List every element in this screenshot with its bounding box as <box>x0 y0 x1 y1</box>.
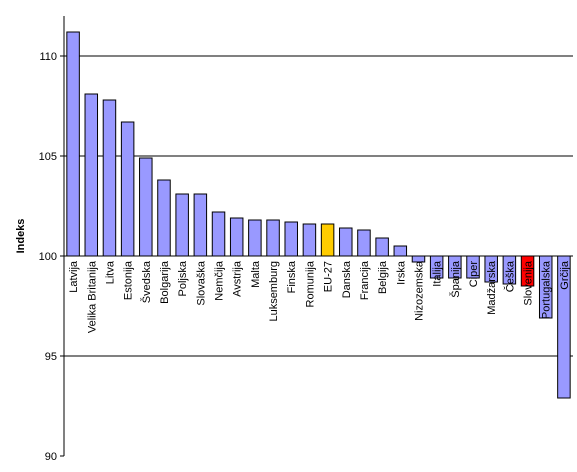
y-tick-label-110: 110 <box>39 51 57 63</box>
category-label-10: Avstrija <box>232 260 244 297</box>
category-labels: Latvija Velika Britanija Litva Estonija Šved… <box>68 260 571 333</box>
bar-6 <box>157 179 171 257</box>
y-tick-label-95: 95 <box>45 351 57 363</box>
bar-8 <box>193 193 208 257</box>
axes <box>60 16 573 457</box>
category-label-14: Romunija <box>304 260 316 307</box>
category-label-2: Velika Britanija <box>86 260 98 333</box>
category-label-16: Danska <box>341 260 353 298</box>
bar-3 <box>102 99 117 257</box>
category-label-9: Nemčija <box>214 260 226 301</box>
bars <box>66 31 571 399</box>
category-label-24: Madžarska <box>486 260 498 315</box>
y-tick-labels: 90 95 100 105 110 <box>39 51 57 463</box>
category-label-3: Litva <box>104 260 116 284</box>
category-label-17: Francija <box>359 260 371 300</box>
category-label-25: Češka <box>503 260 516 292</box>
bar-19 <box>393 245 408 257</box>
bar-17 <box>357 229 371 257</box>
category-label-6: Bolgarija <box>159 260 171 304</box>
category-label-1: Latvija <box>68 260 80 293</box>
category-label-11: Malta <box>250 260 262 288</box>
category-label-8: Slovaška <box>195 260 207 306</box>
category-label-26: Slovenija <box>523 260 535 306</box>
category-label-20: Nizozemska <box>413 260 425 321</box>
bar-10 <box>229 217 244 257</box>
bar-9 <box>211 211 226 257</box>
y-tick-label-90: 90 <box>45 451 57 463</box>
bar-2 <box>84 93 99 257</box>
bar-18 <box>375 237 389 257</box>
y-axis-title: Indeks <box>15 219 27 254</box>
category-label-4: Estonija <box>123 260 135 300</box>
bar-12 <box>266 219 280 257</box>
category-label-19: Irska <box>395 260 407 285</box>
category-label-21: Italija <box>432 260 444 287</box>
category-label-27: Portugalska <box>541 260 553 319</box>
bar-5 <box>139 157 153 257</box>
y-tick-label-105: 105 <box>39 151 57 163</box>
bar-14 <box>302 223 317 257</box>
bar-13 <box>284 221 298 257</box>
bar-4 <box>120 121 135 257</box>
category-label-18: Belgija <box>377 260 389 294</box>
bar-1 <box>66 31 80 257</box>
category-label-28: Grčija <box>559 260 571 290</box>
category-label-15: EU-27 <box>323 261 335 292</box>
bar-16 <box>339 227 353 257</box>
bar-15 <box>320 223 335 257</box>
category-label-7: Poljska <box>177 260 189 296</box>
category-label-5: Švedska <box>140 260 153 303</box>
category-label-12: Luksemburg <box>268 261 280 322</box>
category-label-23: Ciper <box>468 261 480 288</box>
y-tick-label-100: 100 <box>39 251 57 263</box>
category-label-22: Španija <box>449 260 462 298</box>
bar-7 <box>175 193 189 257</box>
bar-11 <box>248 219 262 257</box>
category-label-13: Finska <box>286 260 298 293</box>
